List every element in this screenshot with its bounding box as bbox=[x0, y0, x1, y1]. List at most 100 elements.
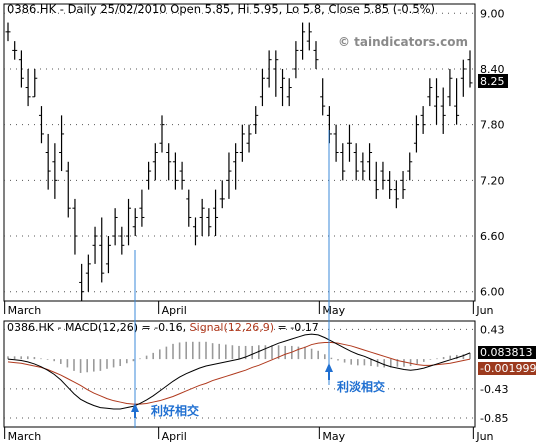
macd-y-tick-label: -0.43 bbox=[480, 383, 508, 396]
ohlc-bar bbox=[273, 50, 279, 97]
ohlc-bar bbox=[132, 208, 138, 237]
ohlc-bar bbox=[119, 226, 125, 255]
macd-y-axis-labels: 0.43 -0.43 -0.85 bbox=[480, 323, 508, 425]
ohlc-bar bbox=[213, 189, 219, 237]
price-bars-group bbox=[5, 22, 473, 301]
macd-plot-frame bbox=[3, 320, 476, 428]
ohlc-bar bbox=[387, 171, 393, 199]
macd-month-label: Jun bbox=[475, 430, 493, 443]
ohlc-bar bbox=[454, 78, 460, 125]
ohlc-bar bbox=[199, 198, 205, 237]
ohlc-bar bbox=[447, 68, 453, 107]
ohlc-bar bbox=[353, 143, 359, 181]
ohlc-bar bbox=[393, 180, 399, 209]
price-y-tick-label: 6.00 bbox=[480, 286, 505, 299]
ohlc-bar bbox=[45, 133, 51, 190]
macd-title: 0386.HK - MACD(12,26) = -0.16, Signal(12… bbox=[7, 321, 319, 334]
ohlc-bar bbox=[92, 226, 98, 264]
ohlc-bar bbox=[226, 152, 232, 199]
macd-line bbox=[7, 333, 471, 410]
ohlc-bar bbox=[300, 22, 306, 60]
ohlc-bar bbox=[467, 50, 473, 88]
ohlc-bar bbox=[99, 217, 105, 283]
macd-histogram bbox=[7, 341, 471, 373]
ohlc-bar bbox=[179, 161, 185, 190]
bearish-cross-arrow bbox=[325, 363, 333, 372]
macd-month-label: April bbox=[162, 430, 187, 443]
ohlc-bar bbox=[340, 143, 346, 181]
macd-gridlines bbox=[4, 328, 475, 419]
ohlc-bar bbox=[266, 50, 272, 88]
ohlc-bar bbox=[239, 124, 245, 162]
ohlc-bar bbox=[460, 59, 466, 97]
last-price-marker: 8.25 bbox=[478, 74, 508, 88]
ohlc-bar bbox=[59, 115, 65, 172]
ohlc-bar bbox=[320, 78, 326, 116]
ohlc-bar bbox=[206, 208, 212, 237]
macd-y-tick-label: -0.85 bbox=[480, 412, 508, 425]
price-month-label: April bbox=[162, 304, 187, 317]
price-month-label: March bbox=[8, 304, 42, 317]
macd-signal-value: = -0.17 bbox=[278, 321, 319, 334]
bullish-cross-label: 利好相交 bbox=[151, 403, 199, 418]
ohlc-bar bbox=[246, 124, 252, 153]
signal-value-box bbox=[478, 362, 536, 375]
ohlc-bar bbox=[126, 198, 132, 246]
ohlc-bar bbox=[233, 143, 239, 190]
ohlc-bar bbox=[5, 22, 11, 42]
ohlc-bar bbox=[186, 189, 192, 227]
ohlc-bar bbox=[413, 115, 419, 153]
ohlc-bar bbox=[38, 106, 44, 144]
price-y-tick-label: 7.20 bbox=[480, 174, 505, 187]
ohlc-bar bbox=[333, 124, 339, 162]
ohlc-bar bbox=[79, 263, 85, 301]
watermark: © taindicators.com bbox=[338, 35, 468, 49]
price-month-separators bbox=[4, 301, 474, 314]
signal-value-label: -0.001999 bbox=[480, 362, 536, 375]
ohlc-bar bbox=[172, 152, 178, 190]
macd-value-box bbox=[478, 346, 536, 359]
ohlc-bar bbox=[219, 180, 225, 209]
ohlc-bar bbox=[105, 236, 111, 274]
macd-x-axis-labels: March April May Jun bbox=[8, 430, 494, 443]
last-price-box bbox=[478, 74, 508, 88]
macd-signal-label: Signal(12,26,9) bbox=[190, 321, 274, 334]
ohlc-bar bbox=[306, 22, 312, 51]
bullish-cross-arrow bbox=[131, 403, 139, 412]
price-y-tick-label: 6.60 bbox=[480, 230, 505, 243]
ohlc-bar bbox=[253, 106, 259, 134]
price-y-tick-label: 9.00 bbox=[480, 7, 505, 20]
price-y-tick-label: 7.80 bbox=[480, 119, 505, 132]
ohlc-bar bbox=[152, 143, 158, 181]
price-y-axis-labels: 9.00 8.40 7.80 7.20 6.60 6.00 bbox=[480, 7, 505, 298]
macd-y-tick-label: 0.43 bbox=[480, 323, 505, 336]
signal-line bbox=[7, 341, 471, 405]
ohlc-bar bbox=[18, 50, 24, 88]
ohlc-bar bbox=[146, 161, 152, 190]
ohlc-bar bbox=[313, 41, 319, 69]
ohlc-bar bbox=[367, 143, 373, 181]
ohlc-bar bbox=[259, 68, 265, 107]
bearish-cross-label: 利淡相交 bbox=[337, 379, 385, 394]
last-price-label: 8.25 bbox=[480, 75, 505, 88]
ohlc-bar bbox=[346, 124, 352, 162]
ohlc-bar bbox=[434, 78, 440, 125]
ohlc-bar bbox=[65, 161, 71, 218]
ohlc-bar bbox=[400, 171, 406, 199]
price-y-tick-label: 8.40 bbox=[480, 63, 505, 76]
price-x-axis-labels: March April May Jun bbox=[8, 304, 494, 317]
ohlc-bar bbox=[427, 78, 433, 107]
ohlc-bar bbox=[52, 143, 58, 199]
ohlc-bar bbox=[280, 68, 286, 107]
ohlc-bar bbox=[373, 161, 379, 199]
macd-panel: 0386.HK - MACD(12,26) = -0.16, Signal(12… bbox=[3, 320, 536, 443]
ohlc-bar bbox=[360, 152, 366, 181]
ohlc-bar bbox=[420, 106, 426, 134]
ohlc-bar bbox=[159, 115, 165, 153]
ohlc-bar bbox=[440, 87, 446, 134]
ohlc-bar bbox=[139, 189, 145, 227]
annotations: 利好相交 利淡相交 bbox=[131, 130, 385, 428]
ohlc-bar bbox=[407, 152, 413, 181]
